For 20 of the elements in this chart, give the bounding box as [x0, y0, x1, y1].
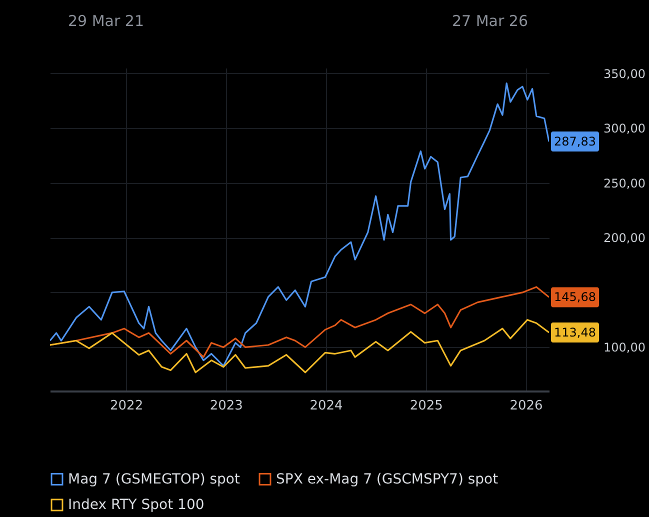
legend-label: Mag 7 (GSMEGTOP) spot: [68, 471, 240, 488]
y-tick-label: 300,00: [604, 122, 646, 136]
line-series: [50, 319, 549, 374]
y-tick-label: 350,00: [604, 66, 646, 81]
line-series: [50, 82, 549, 367]
x-tick-label: 2023: [210, 398, 243, 414]
text: 27 Mar 26: [452, 12, 528, 30]
y-tick-label: 250,00: [604, 176, 646, 190]
x-tick-label: 2026: [510, 398, 543, 414]
text: 29 Mar 21: [68, 12, 144, 30]
legend-label: Index RTY Spot 100: [68, 497, 204, 513]
y-tick-label: 100,00: [604, 340, 646, 355]
x-tick-label: 2024: [310, 398, 343, 414]
data-label: 287,83: [554, 134, 596, 149]
data-label: 113,48: [554, 325, 596, 340]
x-tick-label: 2025: [410, 398, 443, 414]
y-tick-label: 200,00: [604, 231, 646, 246]
data-label: 145,68: [554, 290, 596, 304]
x-tick-label: 2022: [110, 398, 144, 414]
legend-label: SPX ex-Mag 7 (GSCMSPY7) spot: [276, 471, 499, 488]
